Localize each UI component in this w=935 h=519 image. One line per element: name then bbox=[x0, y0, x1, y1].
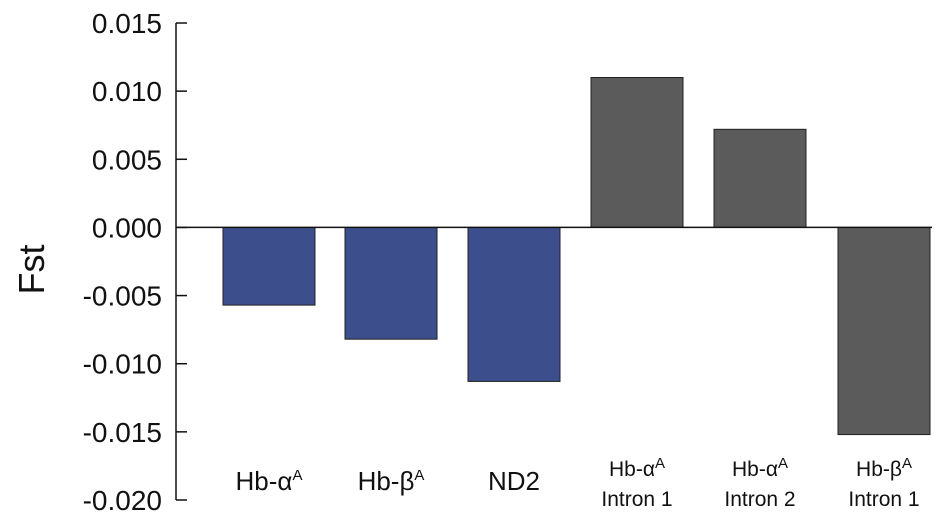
x-category-label: Hb-αA bbox=[609, 455, 665, 481]
bar bbox=[590, 77, 684, 228]
y-tick-label: -0.020 bbox=[83, 485, 162, 516]
bar bbox=[837, 226, 931, 436]
y-tick-label: -0.015 bbox=[83, 417, 162, 448]
bar bbox=[467, 226, 561, 382]
x-category-labels: Hb-αA Hb-βA ND2 Hb-αA Intron 1 Hb-αA Intron 2 H… bbox=[236, 455, 920, 511]
x-category-label-line2: Intron 2 bbox=[724, 488, 795, 511]
x-category-label: Hb-βA bbox=[358, 466, 425, 496]
bar bbox=[713, 128, 807, 228]
y-axis: 0.015 0.010 0.005 0.000 -0.005 -0.010 -0.015 -0… bbox=[83, 8, 187, 516]
x-category-label: Hb-αA bbox=[732, 455, 788, 481]
bars bbox=[222, 77, 931, 436]
y-tick-label: 0.000 bbox=[92, 212, 162, 243]
x-category-label-line2: Intron 1 bbox=[848, 488, 919, 511]
bar bbox=[344, 226, 438, 340]
y-tick-label: 0.005 bbox=[92, 144, 162, 175]
x-category-label-line2: Intron 1 bbox=[601, 488, 672, 511]
x-category-label: Hb-αA bbox=[236, 466, 303, 496]
bar bbox=[222, 226, 316, 306]
y-axis-title: Fst bbox=[11, 245, 52, 295]
x-category-label: ND2 bbox=[488, 466, 540, 496]
y-tick-label: 0.010 bbox=[92, 76, 162, 107]
x-category-label: Hb-βA bbox=[856, 455, 912, 481]
y-tick-label: -0.005 bbox=[83, 281, 162, 312]
y-tick-label: 0.015 bbox=[92, 8, 162, 39]
y-tick-label: -0.010 bbox=[83, 349, 162, 380]
